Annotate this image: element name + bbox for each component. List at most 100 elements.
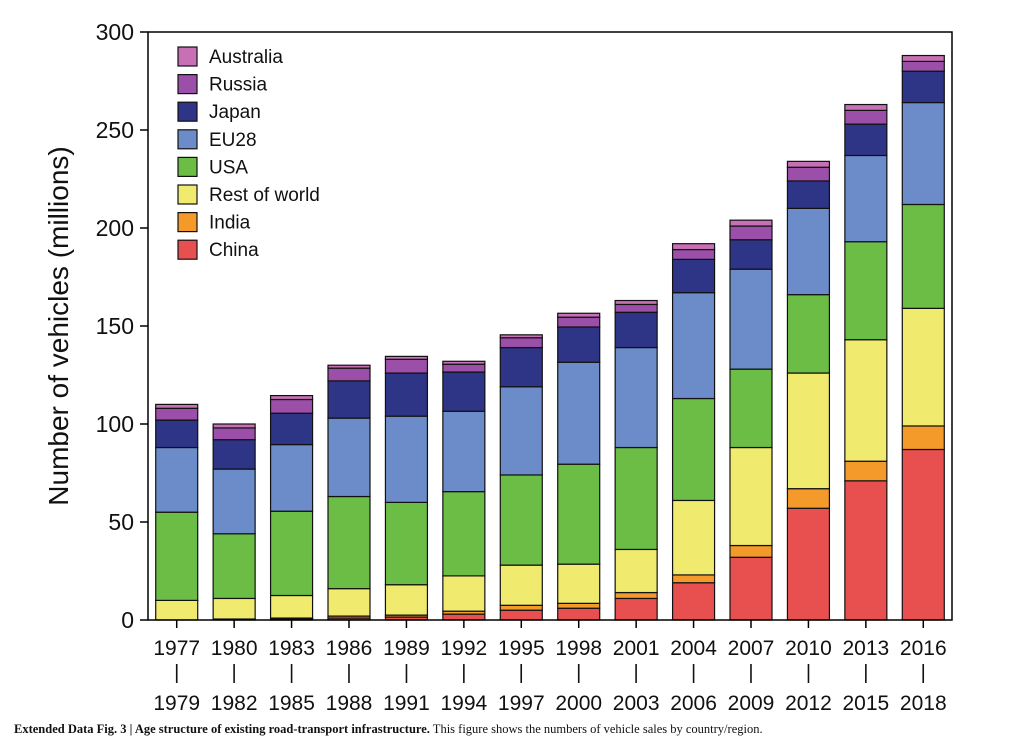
legend-swatch-eu28 [177, 129, 198, 150]
bar-segment-usa [557, 463, 601, 565]
figure-caption: Extended Data Fig. 3 | Age structure of … [14, 722, 1014, 737]
x-axis: 1977|19791980|19821983|19851986|19881989… [153, 620, 947, 715]
y-tick-label: 0 [121, 607, 134, 633]
y-tick-label: 50 [108, 509, 134, 535]
bar-segment-eu28 [901, 101, 945, 206]
x-tick-label-end: 1982 [211, 692, 258, 715]
bar-segment-japan [384, 372, 429, 417]
bar-segment-eu28 [786, 207, 831, 296]
x-tick-range-separator: | [806, 662, 811, 684]
bar-segment-rest-of-world [901, 307, 945, 427]
bar-segment-japan [499, 346, 543, 388]
x-tick-label-start: 1992 [440, 637, 487, 660]
x-tick-label-end: 2009 [728, 692, 775, 715]
bar-segment-australia [729, 219, 773, 227]
bar-segment-eu28 [327, 417, 371, 498]
bar-segment-russia [212, 427, 256, 441]
bar-segment-usa [671, 397, 716, 502]
y-tick-label: 200 [96, 215, 134, 241]
bar-segment-eu28 [155, 446, 199, 513]
bar-segment-australia [901, 54, 945, 63]
bar-segment-rest-of-world [327, 588, 371, 617]
bar-segment-japan [269, 412, 314, 446]
x-tick-label-start: 1989 [383, 637, 430, 660]
bar-segment-australia [442, 360, 486, 365]
y-tick-label: 100 [96, 411, 134, 437]
x-tick-label-end: 2003 [613, 692, 660, 715]
bar-segment-rest-of-world [729, 446, 773, 547]
bar-segment-russia [901, 60, 945, 72]
bar-segment-russia [786, 166, 831, 182]
bar-segment-australia [327, 364, 371, 369]
bar-segment-russia [844, 109, 888, 125]
x-tick-label-end: 2000 [555, 692, 602, 715]
bar-segment-eu28 [729, 268, 773, 370]
x-tick-range-separator: | [576, 662, 581, 684]
bar-segment-australia [212, 423, 256, 429]
x-tick-label-start: 1986 [326, 637, 373, 660]
legend-label-india: India [209, 213, 251, 234]
legend-swatch-russia [177, 73, 198, 95]
x-tick-range-separator: | [461, 662, 466, 684]
bar-segment-eu28 [442, 410, 486, 493]
bar-segment-russia [499, 337, 543, 349]
bar-segment-usa [327, 495, 371, 590]
bar-segment-russia [269, 398, 314, 414]
legend: Australia Russia Japan EU28 USA Rest of world… [177, 46, 320, 261]
bar-segment-china [614, 597, 658, 621]
bar-segment-eu28 [844, 154, 888, 243]
bar-segment-eu28 [212, 468, 256, 535]
x-tick-range-separator: | [346, 662, 351, 684]
bar-segment-india [499, 604, 543, 611]
bar-segment-china [671, 582, 716, 621]
bar-segment-japan [614, 311, 658, 349]
bar-segment-usa [901, 203, 945, 309]
caption-title: Extended Data Fig. 3 | Age structure of … [14, 722, 430, 736]
bar-segment-rest-of-world [442, 575, 486, 612]
legend-swatch-usa [177, 156, 198, 177]
x-tick-label-start: 2010 [785, 637, 832, 660]
bar-segment-rest-of-world [212, 597, 256, 620]
bar-segment-usa [614, 446, 658, 551]
y-tick-label: 150 [96, 313, 134, 339]
bar-segment-india [557, 602, 601, 609]
bar-segment-australia [269, 394, 314, 401]
y-tick-label: 300 [96, 19, 134, 45]
bar-segment-australia [614, 299, 658, 306]
legend-swatch-japan [177, 101, 198, 122]
bar-segment-china [442, 613, 486, 621]
bar-segment-australia [155, 403, 199, 409]
bar-segment-russia [671, 248, 716, 260]
bar-segment-eu28 [269, 443, 314, 512]
bar-segment-usa [786, 294, 831, 374]
x-tick-range-separator: | [289, 662, 294, 684]
bar-segment-rest-of-world [155, 599, 199, 621]
x-tick-label-end: 2006 [670, 692, 717, 715]
bar-segment-china [844, 480, 888, 621]
bar-segment-usa [442, 491, 486, 577]
bar-segment-rest-of-world [384, 584, 429, 616]
x-tick-range-separator: | [519, 662, 524, 684]
bar-segment-china [901, 448, 945, 621]
bar-segment-russia [155, 407, 199, 421]
bar-segment-usa [269, 510, 314, 597]
bar-segment-usa [844, 241, 888, 341]
bar-segment-australia [499, 334, 543, 339]
bar-segment-japan [671, 258, 716, 294]
bar-segment-india [671, 574, 716, 584]
y-axis: 0 50 100 150 200 250 300 [96, 19, 148, 633]
bar-segment-australia [844, 103, 888, 111]
x-tick-range-separator: | [634, 662, 639, 684]
bars-group [155, 54, 945, 621]
legend-label-eu28: EU28 [209, 130, 257, 151]
bar-segment-rest-of-world [614, 548, 658, 594]
x-tick-range-separator: | [404, 662, 409, 684]
x-tick-label-start: 2013 [842, 637, 889, 660]
bar-segment-japan [729, 239, 773, 270]
bar-segment-eu28 [557, 361, 601, 465]
bar-segment-rest-of-world [786, 372, 831, 490]
bar-segment-india [729, 544, 773, 558]
x-tick-label-start: 1980 [211, 637, 258, 660]
bar-segment-india [786, 488, 831, 509]
bar-segment-eu28 [499, 386, 543, 476]
